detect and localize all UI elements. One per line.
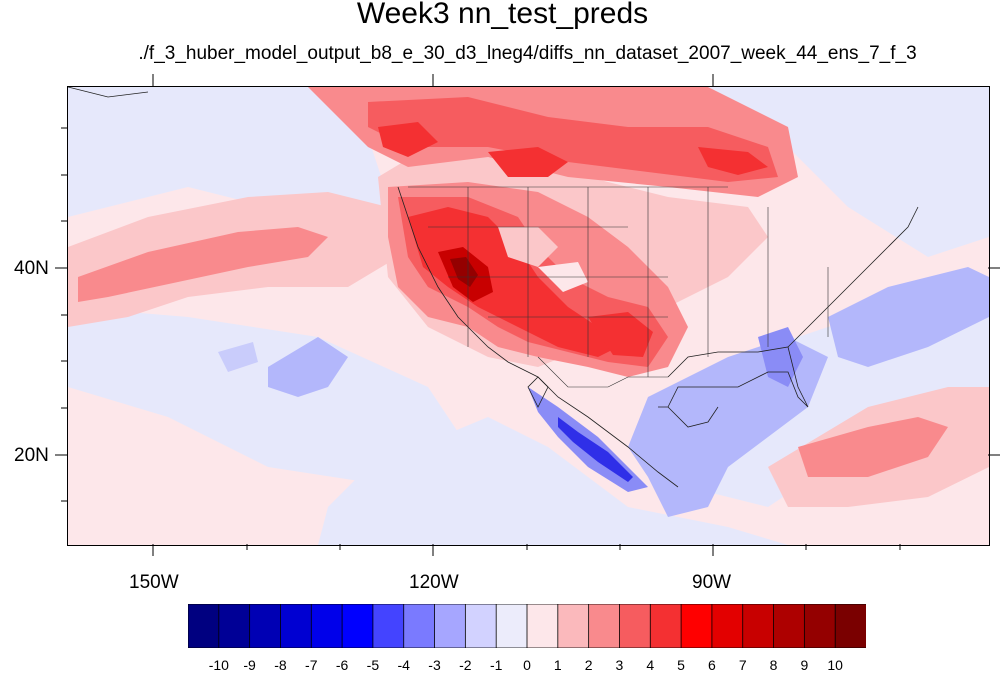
contour-strong-red-canada bbox=[368, 97, 778, 182]
colorbar-tick-label: 8 bbox=[769, 657, 778, 673]
colorbar-swatch bbox=[834, 604, 866, 648]
map-title: Week3 nn_test_preds bbox=[356, 0, 649, 30]
lon-label-90w: 90W bbox=[692, 572, 732, 593]
contour-dark-blue-mexico bbox=[558, 417, 633, 482]
coastlines bbox=[68, 87, 919, 488]
colorbar-tick-label: -8 bbox=[274, 657, 287, 673]
colorbar-swatch bbox=[249, 604, 282, 648]
colorbar-swatch bbox=[742, 604, 775, 648]
colorbar-tick-label: -2 bbox=[459, 657, 472, 673]
contour-light-blue-nw bbox=[68, 87, 388, 227]
lon-label-150w: 150W bbox=[129, 572, 179, 593]
colorbar bbox=[188, 604, 866, 648]
colorbar-swatch bbox=[464, 604, 498, 648]
lat-label-40n: 40N bbox=[14, 258, 49, 279]
colorbar-swatch bbox=[310, 604, 343, 648]
colorbar-tick-label: 10 bbox=[827, 657, 843, 673]
contour-light-blue-central bbox=[68, 307, 468, 487]
colorbar-swatch bbox=[526, 604, 559, 648]
contour-map bbox=[68, 87, 989, 545]
contour-red-ne-canada bbox=[378, 122, 438, 157]
contour-red-core bbox=[408, 207, 618, 357]
colorbar-tick-label: -7 bbox=[305, 657, 318, 673]
colorbar-swatch bbox=[280, 604, 313, 648]
colorbar-tick-label: -4 bbox=[397, 657, 410, 673]
contour-red-canada-core-2 bbox=[698, 147, 768, 175]
state-boundaries bbox=[408, 186, 829, 388]
colorbar-swatch bbox=[372, 604, 405, 648]
colorbar-swatch bbox=[711, 604, 744, 648]
colorbar-swatch bbox=[803, 604, 837, 648]
lat-label-20n: 20N bbox=[14, 445, 49, 466]
colorbar-tick-label: 3 bbox=[615, 657, 624, 673]
colorbar-tick-label: 6 bbox=[708, 657, 716, 673]
contour-blue-pacific-2 bbox=[218, 342, 258, 372]
colorbar-swatch bbox=[588, 604, 621, 648]
colorbar-tick-label: 2 bbox=[584, 657, 593, 673]
colorbar-tick-label: -10 bbox=[208, 657, 229, 673]
colorbar-swatch bbox=[495, 604, 528, 648]
colorbar-tick-label: 7 bbox=[738, 657, 747, 673]
map-plot-area bbox=[67, 86, 990, 546]
colorbar-tick-label: -9 bbox=[243, 657, 256, 673]
contour-blue-atlantic bbox=[828, 267, 989, 367]
colorbar-swatch bbox=[218, 604, 251, 648]
colorbar-tick-label: -5 bbox=[366, 657, 380, 673]
colorbar-tick-label: 0 bbox=[523, 657, 531, 673]
colorbar-swatch bbox=[341, 604, 374, 648]
colorbar-tick-label: -6 bbox=[335, 657, 349, 673]
colorbar-tick-label: 9 bbox=[800, 657, 809, 673]
colorbar-swatch bbox=[403, 604, 436, 648]
colorbar-tick-label: -3 bbox=[428, 657, 441, 673]
contour-red-caribbean bbox=[798, 417, 948, 477]
contour-blue-pacific bbox=[268, 337, 348, 397]
colorbar-swatch bbox=[557, 604, 590, 648]
colorbar-swatch bbox=[649, 604, 682, 648]
colorbar-tick-label: 1 bbox=[553, 657, 562, 673]
colorbar-swatch bbox=[434, 604, 467, 648]
colorbar-swatch bbox=[619, 604, 652, 648]
colorbar-swatch bbox=[773, 604, 806, 648]
contour-light-blue-south bbox=[318, 417, 788, 545]
colorbar-tick-label: -1 bbox=[489, 657, 503, 673]
map-subtitle: ./f_3_huber_model_output_b8_e_30_d3_lneg… bbox=[138, 43, 917, 64]
contour-red-pacific-band bbox=[78, 227, 328, 302]
lon-label-120w: 120W bbox=[409, 572, 459, 593]
colorbar-tick-label: 4 bbox=[646, 657, 655, 673]
colorbar-swatch bbox=[188, 604, 220, 648]
contour-red-texas bbox=[588, 312, 653, 357]
contour-darkest-red-nevada bbox=[450, 257, 478, 287]
colorbar-swatch bbox=[680, 604, 713, 648]
contour-red-canada-core bbox=[488, 147, 568, 177]
colorbar-tick-label: 5 bbox=[677, 657, 685, 673]
